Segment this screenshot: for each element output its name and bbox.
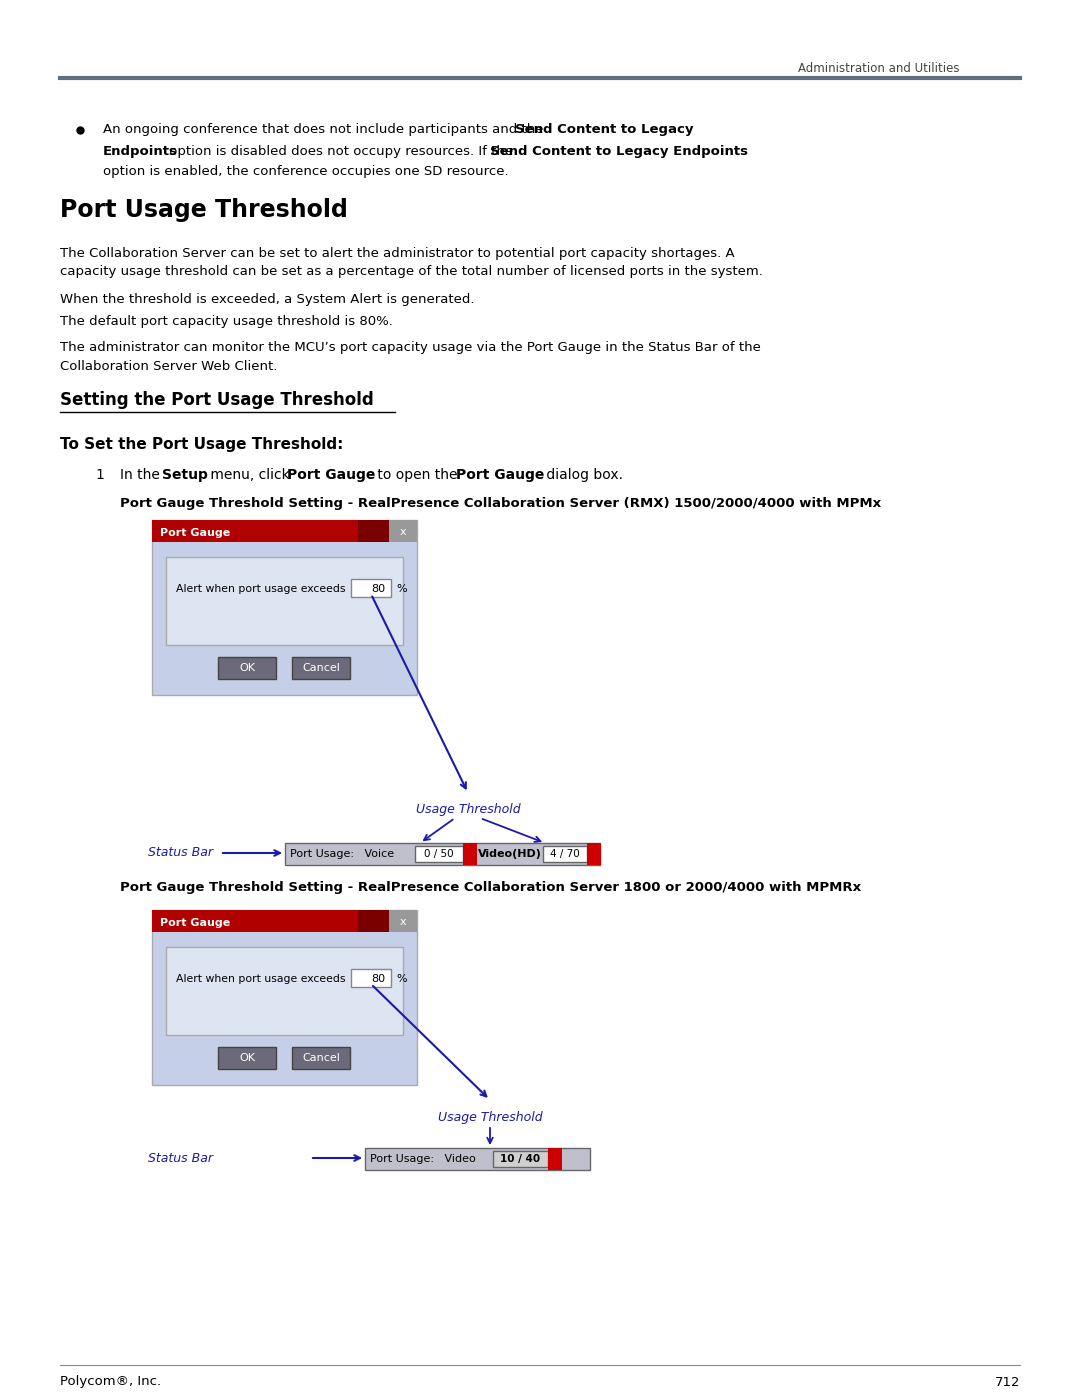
- Text: Port Gauge: Port Gauge: [160, 918, 230, 928]
- Text: Collaboration Server Web Client.: Collaboration Server Web Client.: [60, 359, 278, 373]
- Bar: [548, 1148, 562, 1171]
- Text: Setting the Port Usage Threshold: Setting the Port Usage Threshold: [60, 391, 374, 409]
- Bar: [389, 909, 417, 932]
- Text: To Set the Port Usage Threshold:: To Set the Port Usage Threshold:: [60, 437, 343, 453]
- Text: Port Gauge Threshold Setting - RealPresence Collaboration Server (RMX) 1500/2000: Port Gauge Threshold Setting - RealPrese…: [120, 496, 881, 510]
- Text: x: x: [400, 916, 406, 928]
- Text: x: x: [400, 527, 406, 536]
- Text: The administrator can monitor the MCU’s port capacity usage via the Port Gauge i: The administrator can monitor the MCU’s …: [60, 341, 761, 355]
- Text: 4 / 70: 4 / 70: [550, 849, 580, 859]
- Text: When the threshold is exceeded, a System Alert is generated.: When the threshold is exceeded, a System…: [60, 292, 474, 306]
- Bar: [152, 909, 417, 932]
- Text: Port Gauge Threshold Setting - RealPresence Collaboration Server 1800 or 2000/40: Port Gauge Threshold Setting - RealPrese…: [120, 882, 861, 894]
- Text: capacity usage threshold can be set as a percentage of the total number of licen: capacity usage threshold can be set as a…: [60, 264, 762, 278]
- Text: Status Bar: Status Bar: [148, 1151, 213, 1165]
- Bar: [588, 842, 600, 865]
- Text: 0 / 50: 0 / 50: [424, 849, 454, 859]
- Bar: [152, 909, 357, 932]
- Bar: [152, 520, 357, 542]
- Text: Video(HD): Video(HD): [478, 849, 542, 859]
- Bar: [351, 578, 391, 597]
- Text: Port Gauge: Port Gauge: [287, 468, 376, 482]
- Text: Port Gauge: Port Gauge: [456, 468, 544, 482]
- Bar: [152, 909, 417, 1085]
- Text: The Collaboration Server can be set to alert the administrator to potential port: The Collaboration Server can be set to a…: [60, 246, 734, 260]
- Text: Endpoints: Endpoints: [103, 144, 178, 158]
- Bar: [285, 842, 600, 865]
- Text: The default port capacity usage threshold is 80%.: The default port capacity usage threshol…: [60, 314, 393, 327]
- Text: option is disabled does not occupy resources. If the: option is disabled does not occupy resou…: [165, 144, 517, 158]
- Text: OK: OK: [239, 1053, 255, 1063]
- Text: Port Usage:   Video: Port Usage: Video: [370, 1154, 476, 1164]
- Text: An ongoing conference that does not include participants and the: An ongoing conference that does not incl…: [103, 123, 548, 137]
- Bar: [543, 847, 588, 862]
- Text: 10 / 40: 10 / 40: [500, 1154, 540, 1164]
- Bar: [152, 520, 417, 694]
- Text: %: %: [396, 974, 407, 983]
- Text: 1: 1: [95, 468, 104, 482]
- Bar: [389, 520, 417, 542]
- Bar: [365, 1148, 590, 1171]
- Bar: [166, 947, 403, 1035]
- Text: Port Gauge: Port Gauge: [160, 528, 230, 538]
- Text: %: %: [396, 584, 407, 594]
- Text: Send Content to Legacy: Send Content to Legacy: [515, 123, 693, 137]
- Text: Send Content to Legacy Endpoints: Send Content to Legacy Endpoints: [490, 144, 748, 158]
- Bar: [166, 557, 403, 645]
- Bar: [415, 847, 463, 862]
- Text: 80: 80: [370, 584, 384, 594]
- Text: Port Usage:   Voice: Port Usage: Voice: [291, 849, 394, 859]
- Text: menu, click: menu, click: [206, 468, 294, 482]
- Text: OK: OK: [239, 664, 255, 673]
- Bar: [218, 1046, 276, 1069]
- Text: Cancel: Cancel: [302, 1053, 340, 1063]
- Bar: [218, 657, 276, 679]
- Bar: [463, 842, 477, 865]
- Text: Usage Threshold: Usage Threshold: [437, 1111, 542, 1123]
- Bar: [152, 520, 417, 542]
- Text: Alert when port usage exceeds: Alert when port usage exceeds: [176, 584, 346, 594]
- Text: Setup: Setup: [162, 468, 207, 482]
- Bar: [351, 970, 391, 988]
- Bar: [292, 657, 350, 679]
- Text: Polycom®, Inc.: Polycom®, Inc.: [60, 1376, 161, 1389]
- Bar: [492, 1151, 548, 1166]
- Text: Port Usage Threshold: Port Usage Threshold: [60, 198, 348, 222]
- Text: Usage Threshold: Usage Threshold: [416, 803, 521, 816]
- Text: dialog box.: dialog box.: [542, 468, 623, 482]
- Text: Status Bar: Status Bar: [148, 847, 213, 859]
- Text: 712: 712: [995, 1376, 1020, 1389]
- Text: Administration and Utilities: Administration and Utilities: [798, 61, 960, 74]
- Bar: [292, 1046, 350, 1069]
- Text: In the: In the: [120, 468, 164, 482]
- Text: Cancel: Cancel: [302, 664, 340, 673]
- Text: option is enabled, the conference occupies one SD resource.: option is enabled, the conference occupi…: [103, 165, 509, 179]
- Text: 80: 80: [370, 974, 384, 983]
- Text: to open the: to open the: [373, 468, 462, 482]
- Text: Alert when port usage exceeds: Alert when port usage exceeds: [176, 974, 346, 983]
